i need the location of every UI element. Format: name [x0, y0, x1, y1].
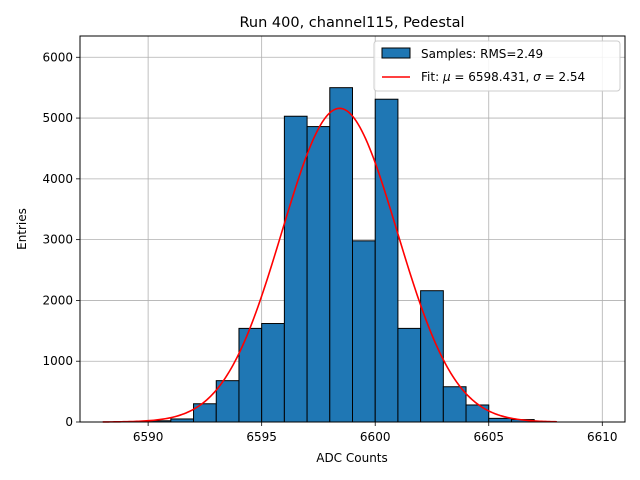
x-axis-ticks: 6590 6595 6600 6605 6610: [133, 422, 618, 444]
plot-frame: [79, 35, 626, 423]
histogram-bar-4: [238, 327, 263, 423]
histogram-bar-14: [465, 404, 490, 423]
histogram-bar-11: [397, 327, 422, 423]
x-axis-label: ADC Counts: [316, 451, 388, 465]
y-tick-label-5: 5000: [42, 111, 73, 125]
histogram-bar-9: [352, 240, 376, 423]
x-tick-label-1: 6595: [246, 430, 277, 444]
fit-curve: [102, 107, 557, 423]
y-tick-label-4: 4000: [42, 172, 73, 186]
legend-swatch-samples: [381, 47, 411, 59]
chart-title: Run 400, channel115, Pedestal: [239, 15, 464, 31]
y-axis-ticks: 0 1000 2000 3000 4000 5000 6000: [42, 50, 80, 429]
legend-label-samples: Samples: RMS=2.49: [421, 47, 543, 61]
x-tick-label-0: 6590: [133, 430, 164, 444]
legend-fit-mu-symbol: μ: [442, 70, 451, 84]
histogram-bar-7: [306, 126, 331, 423]
histogram-bar-5: [261, 323, 285, 423]
y-tick-label-6: 6000: [42, 50, 73, 64]
legend-fit-sigma-symbol: σ: [533, 70, 541, 84]
y-tick-label-0: 0: [65, 415, 73, 429]
legend-fit-sigma-value: = 2.54: [541, 70, 585, 84]
legend-fit-mu-value: = 6598.431,: [451, 70, 534, 84]
legend-label-fit: Fit: μ = 6598.431, σ = 2.54: [421, 70, 585, 84]
legend-fit-prefix: Fit:: [421, 70, 443, 84]
histogram-bar-12: [420, 290, 444, 423]
x-tick-label-3: 6605: [473, 430, 504, 444]
legend-box: [373, 40, 621, 92]
histogram-bar-10: [374, 98, 399, 423]
y-tick-label-3: 3000: [42, 233, 73, 247]
y-tick-label-2: 2000: [42, 293, 73, 307]
x-tick-label-2: 6600: [360, 430, 391, 444]
legend: Samples: RMS=2.49 Fit: μ = 6598.431, σ =…: [373, 40, 621, 92]
histogram-bar-8: [329, 87, 353, 423]
histogram-bars: [147, 87, 535, 423]
y-tick-label-1: 1000: [42, 354, 73, 368]
y-axis-label: Entries: [15, 208, 29, 250]
histogram-bar-15: [488, 417, 512, 423]
x-tick-label-4: 6610: [587, 430, 618, 444]
histogram-bar-13: [442, 386, 467, 423]
